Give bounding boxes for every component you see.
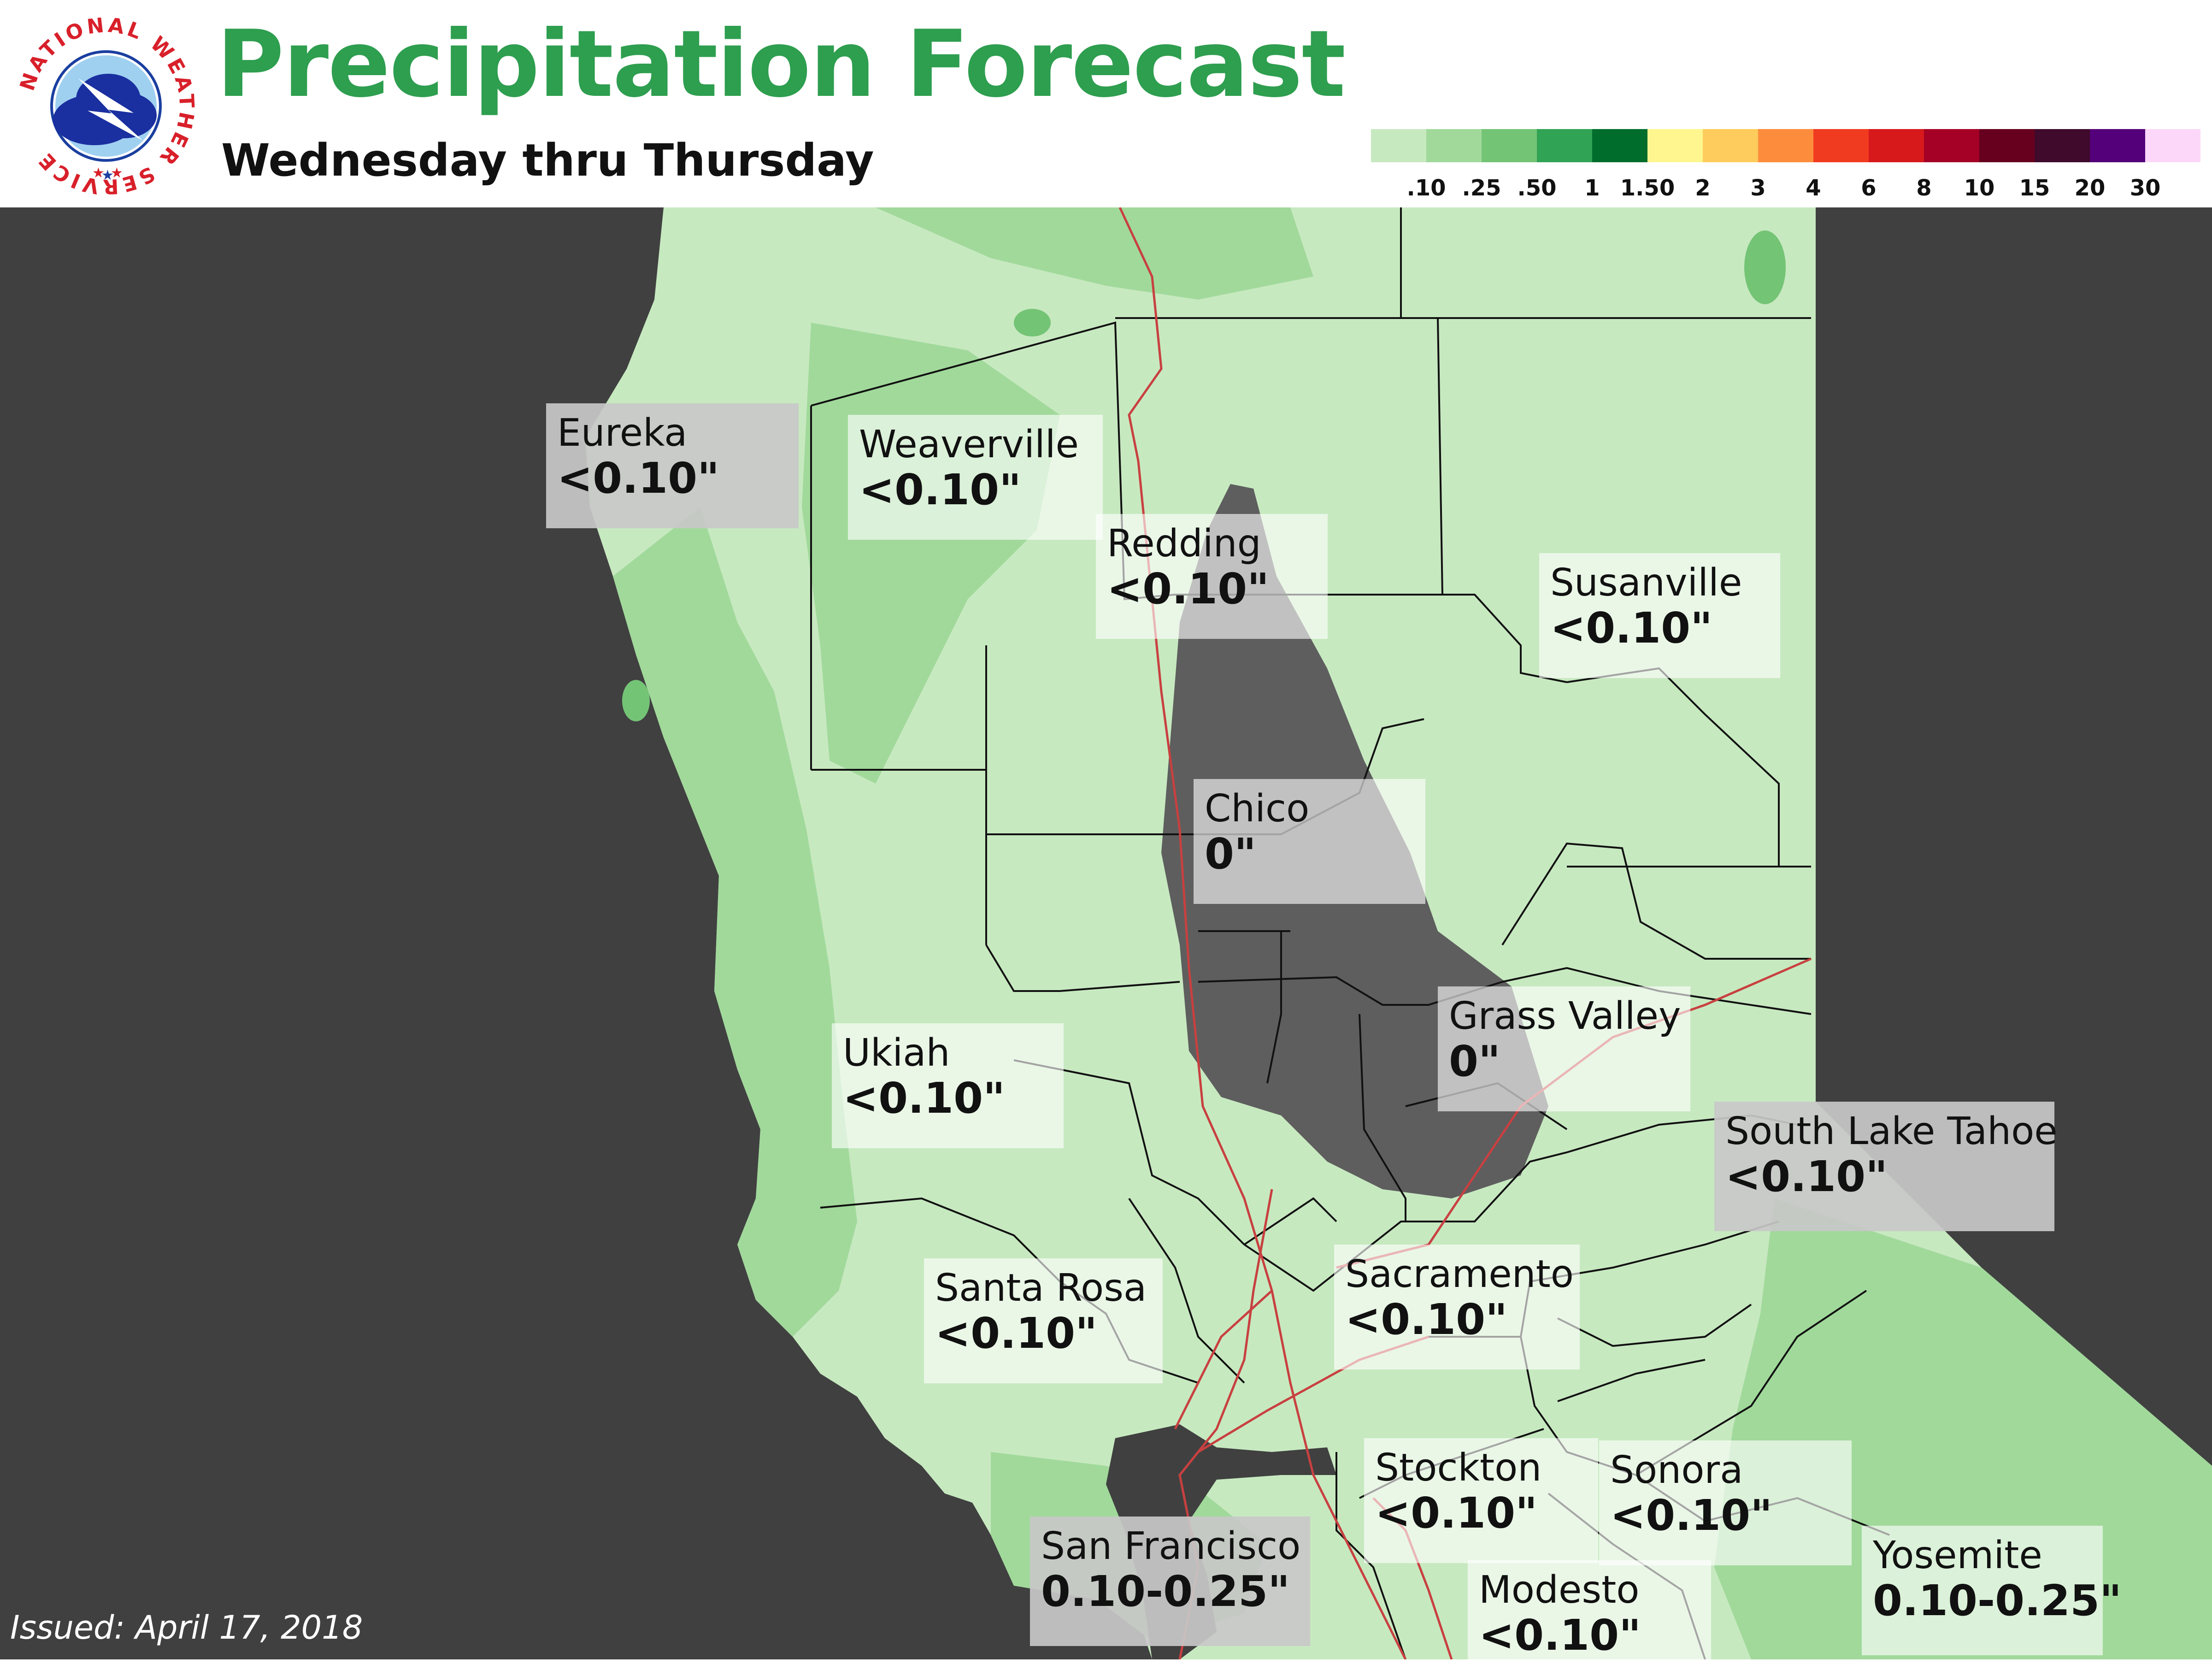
city-value: 0.10-0.25" bbox=[1041, 1567, 1290, 1617]
city-value: <0.10" bbox=[1725, 1152, 1888, 1202]
city-label-eureka: Eureka <0.10" bbox=[546, 403, 799, 528]
city-name: Stockton bbox=[1375, 1446, 1542, 1490]
map-title: Precipitation Forecast bbox=[217, 11, 1346, 118]
legend-swatch bbox=[1869, 129, 1924, 162]
legend-label: 1 bbox=[1584, 175, 1600, 201]
legend-swatch bbox=[1371, 129, 1426, 162]
svg-text:★: ★ bbox=[111, 165, 123, 181]
legend-label: .25 bbox=[1462, 175, 1501, 201]
city-value: 0.10-0.25" bbox=[1873, 1576, 2122, 1626]
issued-date: Issued: April 17, 2018 bbox=[10, 1609, 363, 1646]
precip-map bbox=[0, 207, 2212, 1659]
city-value: 0" bbox=[1449, 1037, 1500, 1086]
city-value: <0.10" bbox=[1610, 1491, 1773, 1540]
city-value: <0.10" bbox=[1550, 603, 1713, 653]
header: NATIONAL WEATHER SERVICE ★ ★ ★ Precipita… bbox=[0, 0, 2212, 207]
legend-swatch bbox=[2090, 129, 2145, 162]
city-value: <0.10" bbox=[843, 1074, 1006, 1123]
legend-label: 8 bbox=[1916, 175, 1932, 201]
legend-label: 10 bbox=[1964, 175, 1995, 201]
city-name: South Lake Tahoe bbox=[1725, 1109, 2058, 1153]
legend-swatch bbox=[1758, 129, 1813, 162]
city-value: <0.10" bbox=[1345, 1295, 1508, 1345]
legend-label: .50 bbox=[1517, 175, 1557, 201]
legend-label: 30 bbox=[2130, 175, 2161, 201]
legend-swatch bbox=[1537, 129, 1592, 162]
legend-swatch bbox=[2035, 129, 2090, 162]
city-value: <0.10" bbox=[1375, 1488, 1538, 1538]
city-name: Chico bbox=[1205, 787, 1310, 831]
dark-green-spot bbox=[622, 680, 650, 721]
legend-swatch bbox=[1979, 129, 2035, 162]
city-name: Redding bbox=[1107, 522, 1261, 566]
city-label-ukiah: Ukiah <0.10" bbox=[832, 1023, 1064, 1148]
legend-label: 3 bbox=[1750, 175, 1766, 201]
map-subtitle: Wednesday thru Thursday bbox=[221, 135, 874, 186]
city-value: <0.10" bbox=[859, 465, 1022, 515]
city-name: Weaverville bbox=[859, 423, 1079, 466]
coastal-green-band bbox=[613, 507, 857, 1337]
city-value: <0.10" bbox=[935, 1309, 1098, 1358]
legend-swatch bbox=[1924, 129, 1979, 162]
legend-label: 1.50 bbox=[1620, 175, 1675, 201]
city-name: Susanville bbox=[1550, 561, 1742, 605]
city-value: <0.10" bbox=[1107, 564, 1270, 614]
city-label-sacramento: Sacramento <0.10" bbox=[1334, 1245, 1580, 1369]
city-label-south-lake-tahoe: South Lake Tahoe <0.10" bbox=[1714, 1102, 2058, 1231]
city-name: Sonora bbox=[1610, 1448, 1743, 1492]
legend-label: 2 bbox=[1695, 175, 1711, 201]
city-name: Ukiah bbox=[843, 1031, 950, 1075]
city-name: San Francisco bbox=[1041, 1524, 1301, 1568]
legend-label: 15 bbox=[2019, 175, 2050, 201]
legend-label: 6 bbox=[1861, 175, 1877, 201]
legend-swatch bbox=[1482, 129, 1537, 162]
city-label-grass-valley: Grass Valley 0" bbox=[1438, 986, 1690, 1111]
city-label-susanville: Susanville <0.10" bbox=[1539, 553, 1780, 678]
legend-swatch bbox=[1703, 129, 1758, 162]
legend-label: 4 bbox=[1806, 175, 1821, 201]
city-label-san-francisco: San Francisco 0.10-0.25" bbox=[1030, 1517, 1310, 1646]
legend-label: 20 bbox=[2074, 175, 2106, 201]
city-name: Yosemite bbox=[1873, 1534, 2042, 1577]
city-label-redding: Redding <0.10" bbox=[1096, 514, 1328, 639]
city-label-santa-rosa: Santa Rosa <0.10" bbox=[924, 1258, 1163, 1383]
city-value: 0" bbox=[1205, 829, 1256, 879]
legend-swatch bbox=[1647, 129, 1703, 162]
svg-text:★: ★ bbox=[101, 167, 114, 183]
city-label-chico: Chico 0" bbox=[1194, 779, 1425, 904]
city-name: Eureka bbox=[557, 411, 688, 455]
city-name: Santa Rosa bbox=[935, 1266, 1147, 1310]
modoc-green-band bbox=[876, 207, 1313, 300]
city-label-modesto: Modesto <0.10" bbox=[1468, 1560, 1711, 1676]
city-name: Modesto bbox=[1479, 1568, 1640, 1612]
city-value: <0.10" bbox=[1479, 1611, 1641, 1660]
city-name: Grass Valley bbox=[1449, 994, 1681, 1038]
dark-green-spot bbox=[1744, 230, 1786, 304]
city-value: <0.10" bbox=[557, 454, 720, 503]
city-label-sonora: Sonora <0.10" bbox=[1599, 1440, 1852, 1565]
legend-label: .10 bbox=[1406, 175, 1446, 201]
city-name: Sacramento bbox=[1345, 1252, 1574, 1296]
city-label-weaverville: Weaverville <0.10" bbox=[848, 415, 1103, 540]
legend-swatch bbox=[1813, 129, 1869, 162]
dark-green-spot bbox=[1014, 309, 1051, 336]
precip-legend: .10 .25 .50 1 1.50 2 3 4 6 8 10 15 20 30 bbox=[1371, 129, 2200, 203]
city-label-yosemite: Yosemite 0.10-0.25" bbox=[1862, 1526, 2122, 1655]
svg-text:★: ★ bbox=[92, 165, 105, 181]
legend-swatch bbox=[2145, 129, 2200, 162]
legend-swatch bbox=[1592, 129, 1647, 162]
nws-logo-icon: NATIONAL WEATHER SERVICE ★ ★ ★ bbox=[13, 13, 199, 199]
city-label-stockton: Stockton <0.10" bbox=[1364, 1438, 1598, 1563]
legend-swatch bbox=[1426, 129, 1482, 162]
